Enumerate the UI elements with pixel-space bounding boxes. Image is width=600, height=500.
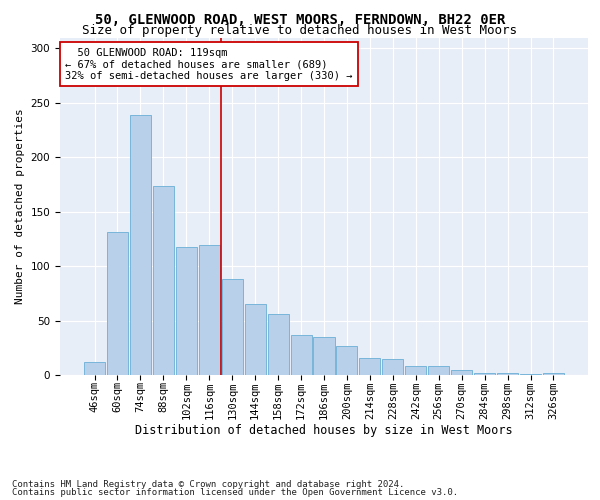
Bar	[520, 374, 541, 375]
Bar	[268, 314, 289, 375]
Bar	[337, 346, 358, 375]
Bar	[313, 337, 335, 375]
Bar	[176, 246, 197, 375]
Bar	[497, 373, 518, 375]
Y-axis label: Number of detached properties: Number of detached properties	[15, 108, 25, 304]
Bar	[199, 246, 220, 375]
Bar	[290, 334, 311, 375]
Bar	[245, 304, 266, 375]
Bar	[382, 358, 403, 375]
Text: 50, GLENWOOD ROAD, WEST MOORS, FERNDOWN, BH22 0ER: 50, GLENWOOD ROAD, WEST MOORS, FERNDOWN,…	[95, 12, 505, 26]
Bar	[405, 366, 427, 375]
Bar	[107, 232, 128, 375]
Bar	[221, 279, 243, 375]
Text: Size of property relative to detached houses in West Moors: Size of property relative to detached ho…	[83, 24, 517, 37]
Bar	[84, 362, 105, 375]
Text: Contains HM Land Registry data © Crown copyright and database right 2024.: Contains HM Land Registry data © Crown c…	[12, 480, 404, 489]
Bar	[451, 370, 472, 375]
Text: 50 GLENWOOD ROAD: 119sqm
← 67% of detached houses are smaller (689)
32% of semi-: 50 GLENWOOD ROAD: 119sqm ← 67% of detach…	[65, 48, 353, 81]
Bar	[428, 366, 449, 375]
Bar	[543, 373, 564, 375]
Text: Contains public sector information licensed under the Open Government Licence v3: Contains public sector information licen…	[12, 488, 458, 497]
X-axis label: Distribution of detached houses by size in West Moors: Distribution of detached houses by size …	[135, 424, 513, 438]
Bar	[359, 358, 380, 375]
Bar	[153, 186, 174, 375]
Bar	[474, 373, 495, 375]
Bar	[130, 115, 151, 375]
